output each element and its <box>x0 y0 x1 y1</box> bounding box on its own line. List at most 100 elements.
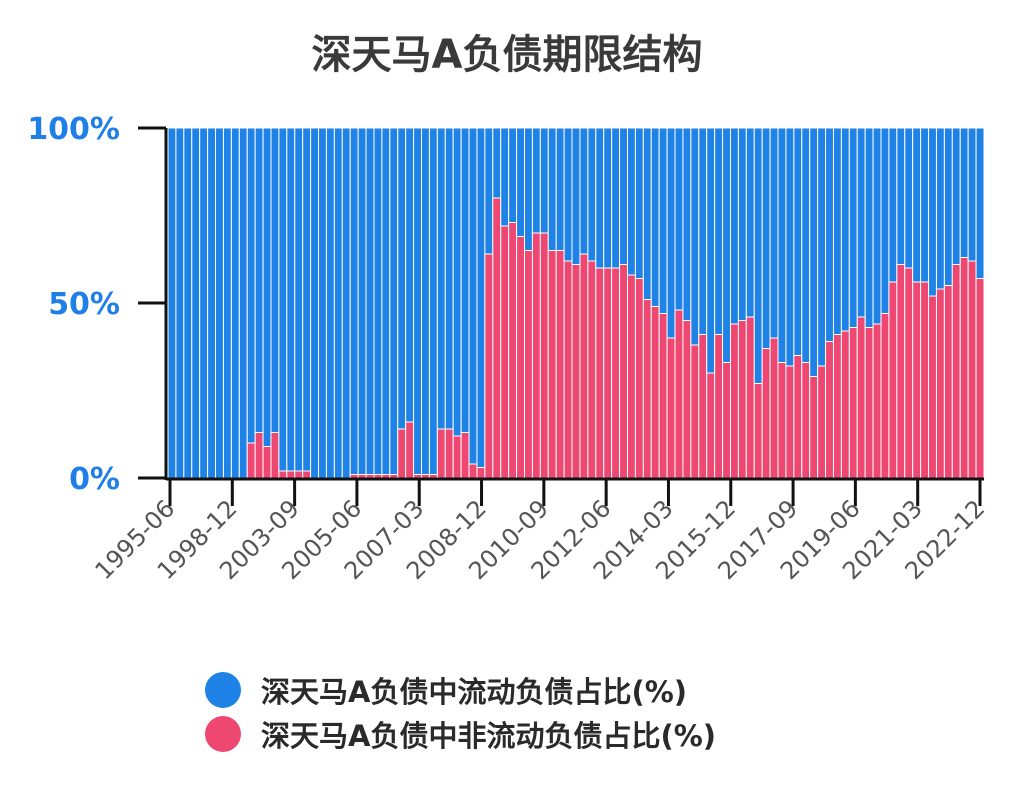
bar-current <box>397 127 407 430</box>
bar-noncurrent <box>460 432 470 479</box>
bar-noncurrent <box>286 470 296 479</box>
legend-label-current: 深天马A负债中流动负债占比(%) <box>261 675 688 709</box>
bar-noncurrent <box>246 442 256 479</box>
bar-current <box>524 127 533 251</box>
bar-current <box>436 127 446 430</box>
bar-noncurrent <box>832 334 842 479</box>
bar-noncurrent <box>825 341 834 479</box>
bar-noncurrent <box>302 470 312 479</box>
bar-noncurrent <box>650 306 660 479</box>
bar-noncurrent <box>571 264 581 479</box>
bar-noncurrent <box>294 470 304 479</box>
bar-current <box>405 127 415 423</box>
bar-current <box>880 127 890 314</box>
bar-noncurrent <box>444 428 454 479</box>
bar-current <box>848 127 858 328</box>
bar-noncurrent <box>745 316 755 479</box>
bar-current <box>729 127 739 325</box>
bar-current <box>278 127 288 472</box>
bar-current <box>492 127 502 199</box>
bar-current <box>421 127 430 475</box>
bar-current <box>753 127 763 384</box>
stacked-bar-chart: 0%50%100%1995-061998-122003-092005-06200… <box>27 112 990 585</box>
bar-noncurrent <box>777 362 787 479</box>
y-tick-label: 0% <box>69 462 120 497</box>
bar-noncurrent <box>817 365 827 479</box>
bar-current <box>967 127 977 262</box>
bar-current <box>872 127 882 325</box>
bar-noncurrent <box>920 281 930 479</box>
bar-current <box>674 127 684 311</box>
bar-current <box>951 127 961 265</box>
bar-current <box>357 127 367 475</box>
bar-current <box>737 127 747 321</box>
bar-current <box>325 127 335 479</box>
legend: 深天马A负债中流动负债占比(%) 深天马A负债中非流动负债占比(%) <box>205 668 716 756</box>
bar-current <box>698 127 708 335</box>
bar-current <box>587 127 597 262</box>
bar-noncurrent <box>579 253 589 479</box>
bar-current <box>294 127 304 472</box>
bar-current <box>595 127 605 269</box>
bar-noncurrent <box>436 428 446 479</box>
bar-noncurrent <box>809 376 819 479</box>
bar-noncurrent <box>666 337 676 479</box>
bar-current <box>928 127 937 297</box>
bar-noncurrent <box>793 355 803 479</box>
bar-noncurrent <box>737 320 747 479</box>
bar-noncurrent <box>349 474 359 479</box>
bar-current <box>809 127 819 377</box>
bar-current <box>856 127 866 318</box>
bars-group <box>167 127 985 479</box>
bar-noncurrent <box>262 446 272 479</box>
bar-noncurrent <box>943 285 953 479</box>
bar-current <box>904 127 914 269</box>
bar-current <box>262 127 272 447</box>
bar-noncurrent <box>856 316 866 479</box>
y-tick-label: 50% <box>48 287 120 322</box>
bar-noncurrent <box>365 474 375 479</box>
bar-current <box>333 127 343 479</box>
bar-noncurrent <box>682 320 692 479</box>
bar-current <box>935 127 945 290</box>
bar-noncurrent <box>642 299 652 479</box>
bar-noncurrent <box>872 323 882 479</box>
bar-current <box>349 127 359 475</box>
bar-noncurrent <box>975 278 985 479</box>
bar-current <box>318 127 327 479</box>
bar-current <box>286 127 296 472</box>
bar-noncurrent <box>484 253 494 479</box>
bar-current <box>452 127 462 437</box>
bar-noncurrent <box>848 327 858 479</box>
bar-current <box>603 127 613 269</box>
y-tick-label: 100% <box>27 112 120 147</box>
bar-noncurrent <box>761 348 771 479</box>
bar-current <box>175 127 185 479</box>
bar-noncurrent <box>880 313 890 479</box>
bar-current <box>690 127 700 346</box>
bar-current <box>230 127 240 479</box>
bar-current <box>745 127 755 318</box>
legend-label-noncurrent: 深天马A负债中非流动负债占比(%) <box>261 719 717 753</box>
bar-current <box>500 127 510 227</box>
bar-current <box>215 127 224 479</box>
bar-noncurrent <box>627 274 636 479</box>
bar-noncurrent <box>468 463 478 479</box>
bar-noncurrent <box>270 432 280 479</box>
bar-noncurrent <box>967 260 977 479</box>
bar-current <box>389 127 399 475</box>
bar-current <box>238 127 248 479</box>
bar-noncurrent <box>658 313 668 479</box>
bar-current <box>634 127 644 279</box>
bar-noncurrent <box>452 435 462 479</box>
bar-noncurrent <box>595 267 605 479</box>
bar-current <box>611 127 621 269</box>
bar-noncurrent <box>539 232 549 479</box>
bar-noncurrent <box>563 260 573 479</box>
bar-current <box>484 127 494 255</box>
bar-noncurrent <box>531 232 541 479</box>
bar-current <box>825 127 834 342</box>
bar-noncurrent <box>413 474 423 479</box>
bar-current <box>183 127 193 479</box>
bar-noncurrent <box>769 337 779 479</box>
